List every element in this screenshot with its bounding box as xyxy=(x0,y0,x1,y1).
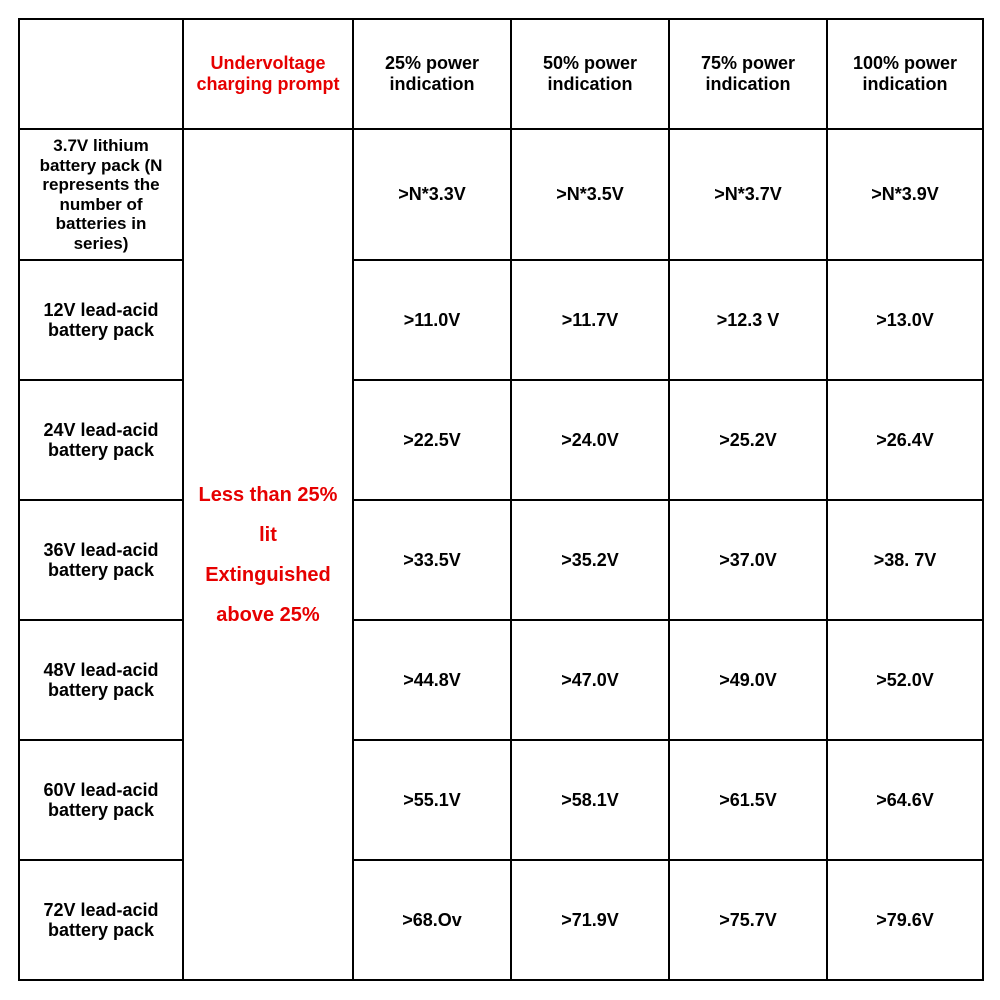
row-label: 36V lead-acid battery pack xyxy=(19,500,183,620)
table-row: 60V lead-acid battery pack >55.1V >58.1V… xyxy=(19,740,983,860)
row-label: 72V lead-acid battery pack xyxy=(19,860,183,980)
cell-75: >12.3 V xyxy=(669,260,827,380)
cell-100: >64.6V xyxy=(827,740,983,860)
table-row: 36V lead-acid battery pack >33.5V >35.2V… xyxy=(19,500,983,620)
voltage-table: Undervoltage charging prompt 25% power i… xyxy=(18,18,984,981)
cell-75: >75.7V xyxy=(669,860,827,980)
cell-100: >79.6V xyxy=(827,860,983,980)
table-row: 72V lead-acid battery pack >68.Ov >71.9V… xyxy=(19,860,983,980)
header-75: 75% power indication xyxy=(669,19,827,129)
merged-line-2: Extinguished xyxy=(192,555,344,595)
header-row: Undervoltage charging prompt 25% power i… xyxy=(19,19,983,129)
merged-line-1: Less than 25% lit xyxy=(192,475,344,555)
header-blank xyxy=(19,19,183,129)
cell-25: >68.Ov xyxy=(353,860,511,980)
cell-50: >11.7V xyxy=(511,260,669,380)
cell-25: >N*3.3V xyxy=(353,129,511,260)
cell-75: >37.0V xyxy=(669,500,827,620)
cell-50: >47.0V xyxy=(511,620,669,740)
row-label: 12V lead-acid battery pack xyxy=(19,260,183,380)
cell-75: >N*3.7V xyxy=(669,129,827,260)
header-100: 100% power indication xyxy=(827,19,983,129)
cell-100: >52.0V xyxy=(827,620,983,740)
cell-50: >24.0V xyxy=(511,380,669,500)
cell-25: >22.5V xyxy=(353,380,511,500)
cell-75: >49.0V xyxy=(669,620,827,740)
cell-25: >55.1V xyxy=(353,740,511,860)
cell-25: >44.8V xyxy=(353,620,511,740)
table-row: 3.7V lithium battery pack (N represents … xyxy=(19,129,983,260)
undervoltage-merged-cell: Less than 25% lit Extinguished above 25% xyxy=(183,129,353,980)
cell-100: >13.0V xyxy=(827,260,983,380)
cell-100: >26.4V xyxy=(827,380,983,500)
cell-100: >38. 7V xyxy=(827,500,983,620)
table-row: 12V lead-acid battery pack >11.0V >11.7V… xyxy=(19,260,983,380)
cell-100: >N*3.9V xyxy=(827,129,983,260)
table-container: Undervoltage charging prompt 25% power i… xyxy=(0,0,1000,999)
row-label: 3.7V lithium battery pack (N represents … xyxy=(19,129,183,260)
row-label: 24V lead-acid battery pack xyxy=(19,380,183,500)
header-25: 25% power indication xyxy=(353,19,511,129)
cell-50: >35.2V xyxy=(511,500,669,620)
cell-50: >N*3.5V xyxy=(511,129,669,260)
cell-25: >11.0V xyxy=(353,260,511,380)
header-undervoltage: Undervoltage charging prompt xyxy=(183,19,353,129)
cell-75: >25.2V xyxy=(669,380,827,500)
table-row: 48V lead-acid battery pack >44.8V >47.0V… xyxy=(19,620,983,740)
cell-25: >33.5V xyxy=(353,500,511,620)
cell-50: >58.1V xyxy=(511,740,669,860)
cell-75: >61.5V xyxy=(669,740,827,860)
table-row: 24V lead-acid battery pack >22.5V >24.0V… xyxy=(19,380,983,500)
merged-line-3: above 25% xyxy=(192,595,344,635)
header-50: 50% power indication xyxy=(511,19,669,129)
cell-50: >71.9V xyxy=(511,860,669,980)
row-label: 60V lead-acid battery pack xyxy=(19,740,183,860)
row-label: 48V lead-acid battery pack xyxy=(19,620,183,740)
